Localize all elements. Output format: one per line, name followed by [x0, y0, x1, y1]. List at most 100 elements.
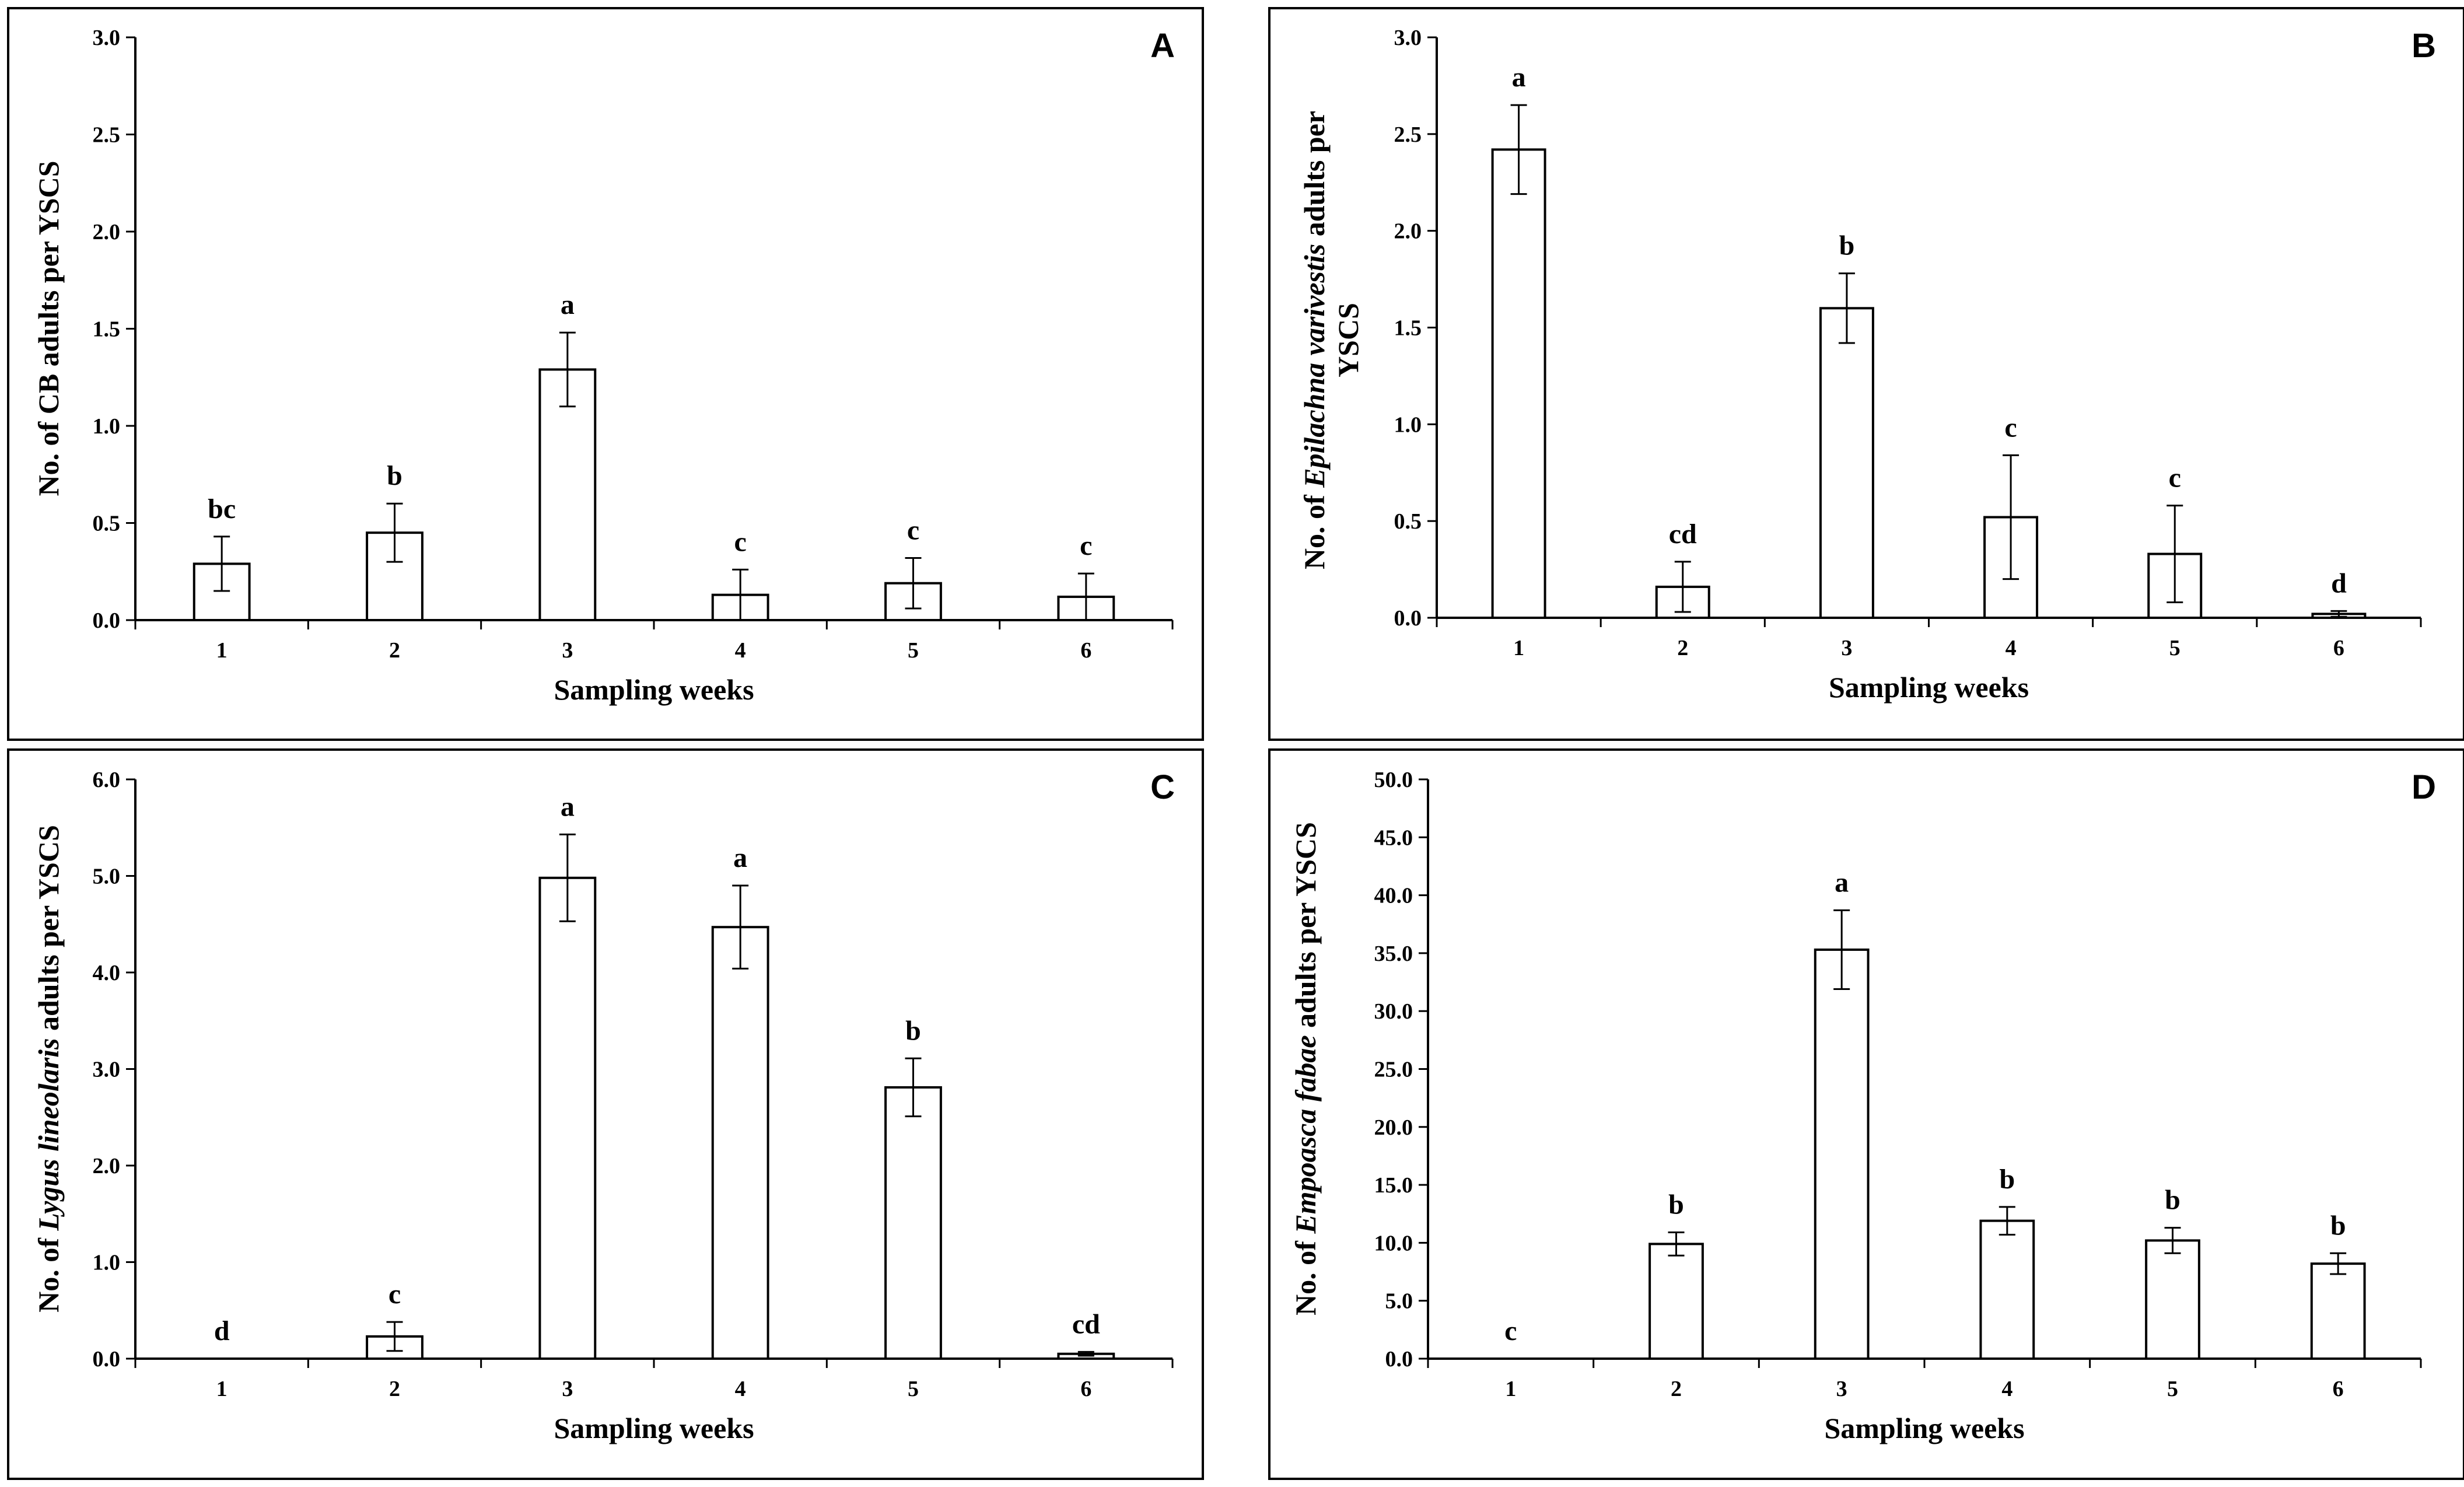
bar: [1979, 1219, 2035, 1360]
significance-letter: c: [2169, 463, 2181, 494]
x-axis-title: Sampling weeks: [554, 673, 754, 706]
panel-frame: [7, 748, 1204, 1480]
significance-letter: c: [1080, 530, 1092, 561]
y-tick-label: 3.0: [93, 26, 121, 50]
significance-letter: d: [214, 1315, 230, 1346]
bar: [192, 562, 251, 621]
significance-letter: a: [733, 842, 747, 873]
significance-letter: c: [734, 526, 747, 557]
y-tick-label: 1.0: [1394, 412, 1422, 437]
x-tick-label: 3: [562, 638, 573, 663]
x-tick-label: 4: [735, 638, 746, 663]
y-tick-label: 1.5: [93, 317, 121, 342]
significance-letter: cd: [1072, 1308, 1100, 1339]
significance-letter: a: [1835, 867, 1849, 898]
y-tick-label: 0.5: [1394, 509, 1422, 534]
x-axis-title: Sampling weeks: [1829, 671, 2029, 704]
y-tick-label: 20.0: [1374, 1115, 1413, 1140]
chart-panel-a: 0.0 0.5 1.0 1.5 2.0 2.5 3.0 bc 1 b 2 a 3 c 4 c 5 c 6 Sampli…: [7, 7, 1204, 741]
bar: [884, 1086, 942, 1360]
y-tick-label: 2.5: [1394, 123, 1422, 147]
y-tick-label: 3.0: [1394, 26, 1422, 50]
significance-letter: c: [907, 515, 919, 545]
y-tick-label: 0.5: [93, 512, 121, 536]
y-tick-label: 3.0: [93, 1058, 121, 1082]
significance-letter: c: [2004, 412, 2017, 443]
panel-letter: A: [1150, 27, 1175, 65]
bar: [2310, 1262, 2366, 1360]
significance-letter: b: [1999, 1164, 2015, 1195]
significance-letter: b: [1839, 230, 1855, 261]
y-tick-label: 1.5: [1394, 316, 1422, 341]
y-tick-label: 5.0: [93, 865, 121, 889]
x-tick-label: 1: [216, 1377, 228, 1401]
x-tick-label: 2: [1671, 1377, 1682, 1401]
x-tick-label: 2: [389, 638, 400, 663]
x-tick-label: 2: [1677, 636, 1688, 660]
x-tick-label: 6: [2333, 636, 2344, 660]
significance-letter: a: [1512, 62, 1526, 93]
y-tick-label: 1.0: [93, 1251, 121, 1275]
chart-panel-c: 0.0 1.0 2.0 3.0 4.0 5.0 6.0 d 1 c 2 a 3 a 4 b 5 cd 6 Sampli…: [7, 748, 1204, 1480]
x-tick-label: 2: [389, 1377, 400, 1401]
panel-frame: [1268, 748, 2464, 1480]
y-tick-label: 6.0: [93, 768, 121, 792]
y-tick-label: 0.0: [93, 1347, 121, 1371]
y-tick-label: 50.0: [1374, 768, 1413, 792]
bar: [711, 926, 769, 1360]
chart-panel-b: 0.0 0.5 1.0 1.5 2.0 2.5 3.0 a 1 cd 2 b 3 c 4 c 5 d 6 Sampli…: [1268, 7, 2464, 741]
significance-letter: c: [388, 1279, 401, 1310]
y-tick-label: 2.0: [1394, 219, 1422, 244]
x-tick-label: 4: [2006, 636, 2017, 660]
significance-letter: d: [2331, 568, 2347, 599]
x-tick-label: 5: [2169, 636, 2180, 660]
x-tick-label: 6: [2333, 1377, 2344, 1401]
panel-letter: D: [2412, 768, 2436, 806]
x-tick-label: 3: [562, 1377, 573, 1401]
significance-letter: b: [905, 1015, 921, 1046]
x-axis-title: Sampling weeks: [554, 1412, 754, 1444]
bar: [1648, 1243, 1704, 1360]
panel-frame: [7, 7, 1204, 741]
bar: [538, 368, 597, 621]
x-tick-label: 4: [2001, 1377, 2013, 1401]
bar: [2145, 1239, 2200, 1360]
y-axis-title: No. of Lygus lineolaris adults per YSCS: [32, 825, 65, 1313]
y-tick-label: 0.0: [93, 608, 121, 633]
y-axis-title-line2: YSCS: [1332, 303, 1364, 377]
x-tick-label: 3: [1841, 636, 1852, 660]
bar: [1819, 307, 1874, 619]
y-tick-label: 45.0: [1374, 825, 1413, 850]
y-axis-title: No. of CB adults per YSCS: [32, 160, 65, 496]
panel-letter: B: [2412, 27, 2436, 65]
x-tick-label: 1: [216, 638, 228, 663]
y-tick-label: 40.0: [1374, 884, 1413, 908]
y-tick-label: 4.0: [93, 961, 121, 985]
y-tick-label: 1.0: [93, 414, 121, 439]
significance-letter: a: [561, 791, 575, 822]
y-tick-label: 2.0: [93, 1154, 121, 1178]
x-tick-label: 5: [908, 1377, 919, 1401]
x-tick-label: 5: [908, 638, 919, 663]
significance-letter: b: [2330, 1210, 2346, 1241]
y-tick-label: 15.0: [1374, 1173, 1413, 1198]
chart-panel-d: 0.0 5.0 10.0 15.0 20.0 25.0 30.0 35.0 40.0 45.0 50…: [1268, 748, 2464, 1480]
y-tick-label: 25.0: [1374, 1058, 1413, 1082]
y-tick-label: 2.0: [93, 220, 121, 244]
y-tick-label: 2.5: [93, 123, 121, 148]
y-axis-title: No. of Empoasca fabae adults per YSCS: [1289, 822, 1322, 1315]
significance-letter: bc: [208, 494, 236, 524]
x-tick-label: 1: [1505, 1377, 1516, 1401]
bar: [1814, 948, 1870, 1360]
x-tick-label: 5: [2167, 1377, 2178, 1401]
x-tick-label: 6: [1080, 1377, 1091, 1401]
y-tick-label: 30.0: [1374, 999, 1413, 1024]
significance-letter: c: [1504, 1315, 1517, 1346]
significance-letter: b: [387, 460, 402, 491]
x-tick-label: 4: [735, 1377, 746, 1401]
x-tick-label: 6: [1080, 638, 1091, 663]
y-tick-label: 35.0: [1374, 942, 1413, 966]
significance-letter: b: [1668, 1189, 1684, 1220]
y-tick-label: 5.0: [1385, 1289, 1413, 1314]
significance-letter: cd: [1669, 519, 1697, 550]
